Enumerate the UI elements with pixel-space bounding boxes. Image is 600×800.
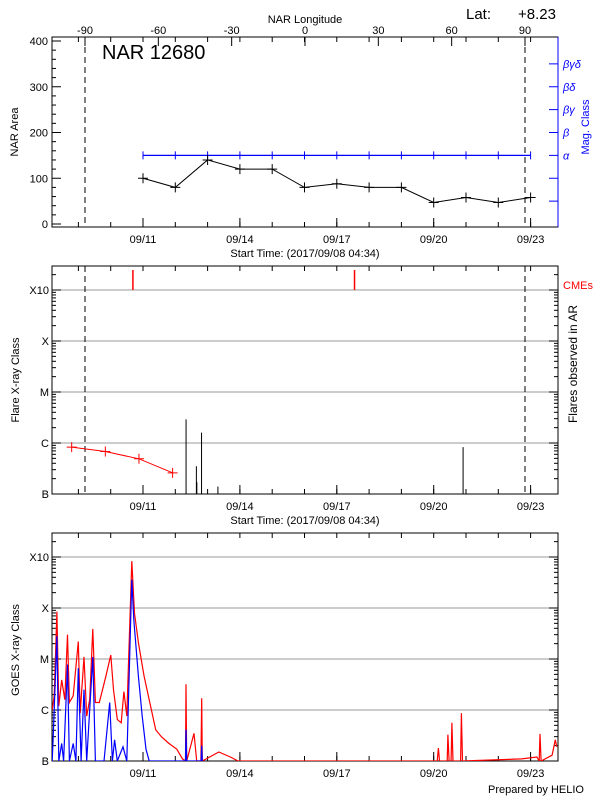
cmes-label: CMEs xyxy=(563,280,593,292)
nar-area-point xyxy=(170,182,181,193)
goes-short-flux-line xyxy=(52,579,203,761)
nar-area-point xyxy=(138,173,148,184)
longitude-tick-label: -90 xyxy=(77,25,93,37)
y-tick-label: 200 xyxy=(30,128,48,140)
y-tick-label: X xyxy=(42,336,50,348)
nar-area-point xyxy=(299,182,310,193)
y-tick-label: 0 xyxy=(42,219,48,231)
goes-y-label: GOES X-ray Class xyxy=(10,604,22,696)
longitude-tick-label: 60 xyxy=(446,25,458,37)
x-tick-label: 09/20 xyxy=(420,501,448,513)
x-tick-label: 09/20 xyxy=(420,768,448,780)
mag-class-tick-label: α xyxy=(563,150,570,162)
x-tick-label: 09/17 xyxy=(323,501,351,513)
nar-area-y-label: NAR Area xyxy=(9,107,21,157)
longitude-tick-label: -60 xyxy=(150,25,166,37)
nar-area-point xyxy=(493,197,504,208)
nar-area-point xyxy=(428,197,439,208)
credit-label: Prepared by HELIO xyxy=(488,784,584,796)
y-tick-label: B xyxy=(42,756,49,768)
panel1-x-label: Start Time: (2017/09/08 04:34) xyxy=(230,248,379,260)
y-tick-label: 100 xyxy=(30,173,48,185)
longitude-tick-label: 30 xyxy=(372,25,384,37)
y-tick-label: X10 xyxy=(29,552,49,564)
y-tick-label: 300 xyxy=(30,82,48,94)
nar-area-point xyxy=(202,154,213,165)
flare-class-panel: 09/11 09/14 09/17 09/20 09/23 B C M X X10 xyxy=(29,265,559,513)
x-tick-label: 09/23 xyxy=(517,501,545,513)
mag-class-y-label: Mag. Class xyxy=(580,99,592,155)
nar-area-point xyxy=(461,192,471,203)
mag-class-tick-label: βδ xyxy=(562,82,576,94)
x-tick-label: 09/11 xyxy=(130,501,157,513)
nar-area-point xyxy=(525,192,536,203)
region-title: NAR 12680 xyxy=(102,42,205,64)
x-tick-label: 09/23 xyxy=(517,768,545,780)
x-tick-label: 09/20 xyxy=(420,234,448,246)
flare-trend-point xyxy=(100,446,111,457)
y-tick-label: C xyxy=(41,438,49,450)
longitude-tick-label: 0 xyxy=(302,25,308,37)
nar-area-point xyxy=(331,178,342,189)
x-tick-label: 09/17 xyxy=(323,768,351,780)
x-tick-label: 09/23 xyxy=(517,234,545,246)
nar-area-point xyxy=(396,182,407,193)
flares-observed-y2-label: Flares observed in AR xyxy=(566,305,580,423)
flare-trend-line xyxy=(71,446,173,474)
flare-trend-point xyxy=(66,442,77,453)
panel2-x-label: Start Time: (2017/09/08 04:34) xyxy=(230,515,379,527)
nar-area-point xyxy=(234,164,245,175)
x-tick-label: 09/14 xyxy=(226,234,254,246)
longitude-tick-label: 90 xyxy=(519,25,531,37)
y-tick-label: M xyxy=(40,654,49,666)
nar-area-point xyxy=(364,182,375,193)
x-tick-label: 09/14 xyxy=(226,501,254,513)
mag-class-tick-label: βγδ xyxy=(562,59,582,71)
longitude-tick-label: -30 xyxy=(224,25,240,37)
y-tick-label: M xyxy=(40,387,49,399)
nar-area-point xyxy=(267,164,278,175)
lat-value: +8.23 xyxy=(518,6,556,23)
nar-area-panel: 09/11 09/14 09/17 09/20 09/230100200300400αβ… xyxy=(30,25,582,246)
x-tick-label: 09/14 xyxy=(226,768,254,780)
y-tick-label: 400 xyxy=(30,36,48,48)
flare-class-y-label: Flare X-ray Class xyxy=(10,337,22,422)
mag-class-tick-label: βγ xyxy=(562,105,576,117)
goes-xray-panel: 09/11 09/14 09/17 09/20 09/23 B C M X X10 xyxy=(29,532,559,780)
lat-label: Lat: xyxy=(466,6,491,23)
y-tick-label: X10 xyxy=(29,285,49,297)
flare-trend-point xyxy=(133,453,144,464)
x-tick-label: 09/17 xyxy=(323,234,351,246)
y-tick-label: C xyxy=(41,705,49,717)
y-tick-label: B xyxy=(42,489,49,501)
x-tick-label: 09/11 xyxy=(130,234,157,246)
goes-long-flux-line xyxy=(52,561,558,761)
x-tick-label: 09/11 xyxy=(130,768,157,780)
flare-trend-point xyxy=(167,467,178,478)
mag-class-tick-label: β xyxy=(562,128,570,140)
y-tick-label: X xyxy=(42,603,50,615)
top-axis-title: NAR Longitude xyxy=(268,14,343,26)
